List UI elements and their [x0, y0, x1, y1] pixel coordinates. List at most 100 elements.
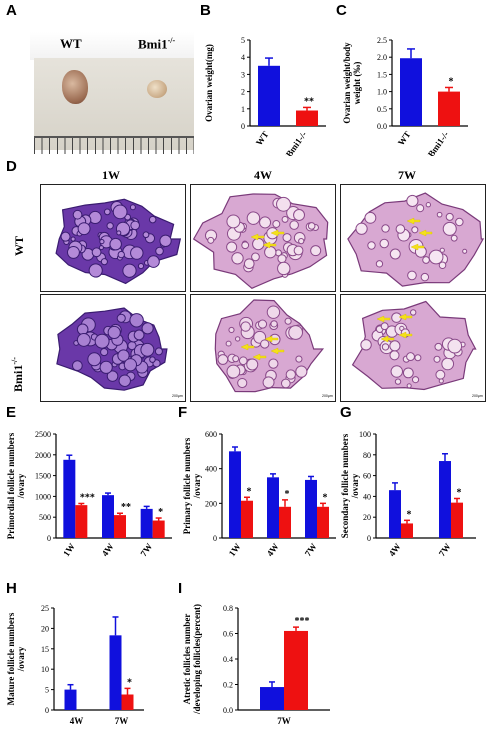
bar-wt	[64, 689, 77, 710]
bar-wt	[109, 635, 122, 710]
follicle	[450, 234, 458, 242]
follicle	[122, 263, 137, 278]
follicle	[237, 377, 248, 389]
follicle	[226, 241, 238, 253]
follicle	[266, 305, 281, 319]
panel-label-e: E	[6, 404, 17, 421]
follicle	[252, 237, 265, 251]
significance-mark: *	[158, 507, 163, 518]
follicle	[116, 313, 126, 323]
chart-i: 0.0 0.2 0.4 0.6 0.8 Atretic follicles number /…	[182, 604, 330, 726]
panel-label-c: C	[336, 2, 347, 19]
follicle	[406, 194, 419, 208]
follicle	[241, 241, 250, 250]
bar-bmi1	[279, 506, 291, 538]
significance-mark: *	[457, 487, 462, 498]
follicle	[379, 238, 389, 249]
y-tick-label: 200	[205, 499, 217, 508]
y-axis-label: Ovarian weight(mg)	[204, 44, 214, 122]
significance-mark: ***	[80, 492, 95, 503]
follicle	[238, 356, 248, 366]
follicle	[112, 204, 128, 220]
arrow-marker	[398, 313, 413, 321]
follicle	[262, 376, 275, 389]
follicle	[435, 369, 446, 380]
x-tick-label: 4W	[265, 541, 281, 558]
y-tick-label: 80	[363, 451, 371, 460]
follicle	[282, 233, 292, 243]
follicle	[98, 245, 104, 251]
follicle	[436, 211, 443, 218]
significance-mark: *	[247, 486, 252, 497]
panel-a-photo: WT Bmi1-/-	[30, 28, 194, 154]
y-tick-label: 1000	[35, 492, 51, 501]
follicle	[433, 355, 441, 363]
follicle	[442, 221, 457, 236]
follicle	[295, 365, 308, 378]
arrow-marker	[252, 353, 267, 361]
follicle	[272, 220, 281, 228]
wt-label: WT	[60, 36, 82, 51]
y-axis-label: Primordial follicle numbers	[6, 432, 16, 539]
significance-mark: *	[407, 509, 412, 520]
follicle	[142, 231, 150, 239]
row-label-bmi1: Bmi1-/-	[10, 357, 25, 392]
y-tick-label: 3	[241, 70, 245, 79]
bar-wt	[400, 58, 422, 127]
follicle	[123, 358, 138, 372]
follicle	[455, 217, 464, 227]
follicle	[360, 339, 372, 351]
y-tick-label: 2.5	[377, 36, 387, 45]
follicle	[240, 321, 251, 332]
chart-e: 0 500 1000 1500 2000 2500 Primordial follicle …	[6, 430, 172, 558]
follicle	[293, 209, 306, 221]
y-tick-label: 2.0	[377, 53, 387, 62]
follicle	[100, 258, 108, 266]
follicle	[259, 216, 272, 229]
bar-bmi1	[451, 502, 463, 538]
follicle	[285, 369, 296, 380]
x-tick-label: 7W	[115, 716, 129, 726]
follicle	[72, 209, 83, 220]
follicle	[414, 354, 422, 362]
histology-bmi1-7w	[340, 294, 486, 402]
follicle	[406, 352, 415, 362]
x-tick-label: 4W	[100, 541, 116, 558]
follicle	[257, 319, 268, 329]
y-tick-label: 1.5	[377, 70, 387, 79]
bar-wt	[258, 65, 280, 126]
x-tick-label: 7W	[437, 541, 453, 558]
panel-d-histology: 1W 4W 7W WT Bmi1-/- 200μm 200μm 200μm	[0, 166, 488, 402]
y-axis-label: /ovary	[192, 473, 202, 499]
follicle	[117, 250, 125, 259]
follicle	[94, 333, 110, 349]
follicle	[133, 329, 145, 341]
follicle	[281, 215, 289, 223]
follicle	[260, 339, 270, 349]
significance-mark: **	[304, 96, 314, 107]
follicle	[420, 272, 430, 282]
y-axis-label: Primary follicle numbers	[182, 437, 192, 534]
ruler	[34, 136, 194, 154]
histology-wt-7w	[340, 184, 486, 292]
y-tick-label: 0.0	[223, 706, 233, 715]
scale-bar-2: 200μm	[322, 394, 333, 398]
y-tick-label: 600	[205, 430, 217, 439]
follicle	[226, 214, 241, 229]
bar-bmi1	[296, 110, 318, 126]
follicle	[130, 246, 144, 260]
significance-mark: *	[127, 677, 132, 688]
follicle	[246, 358, 259, 371]
histology-bmi1-1w	[40, 294, 186, 402]
wt-ovary-tissue	[62, 70, 88, 104]
follicle	[298, 238, 305, 245]
panel-label-i: I	[178, 580, 183, 597]
follicle	[87, 352, 102, 367]
scale-bar-1: 200μm	[172, 394, 183, 398]
col-label-1w: 1W	[102, 168, 120, 182]
y-tick-label: 1500	[35, 472, 51, 481]
follicle	[270, 320, 278, 328]
follicle	[438, 378, 444, 384]
panel-label-g: G	[340, 404, 352, 421]
follicle	[447, 338, 463, 354]
